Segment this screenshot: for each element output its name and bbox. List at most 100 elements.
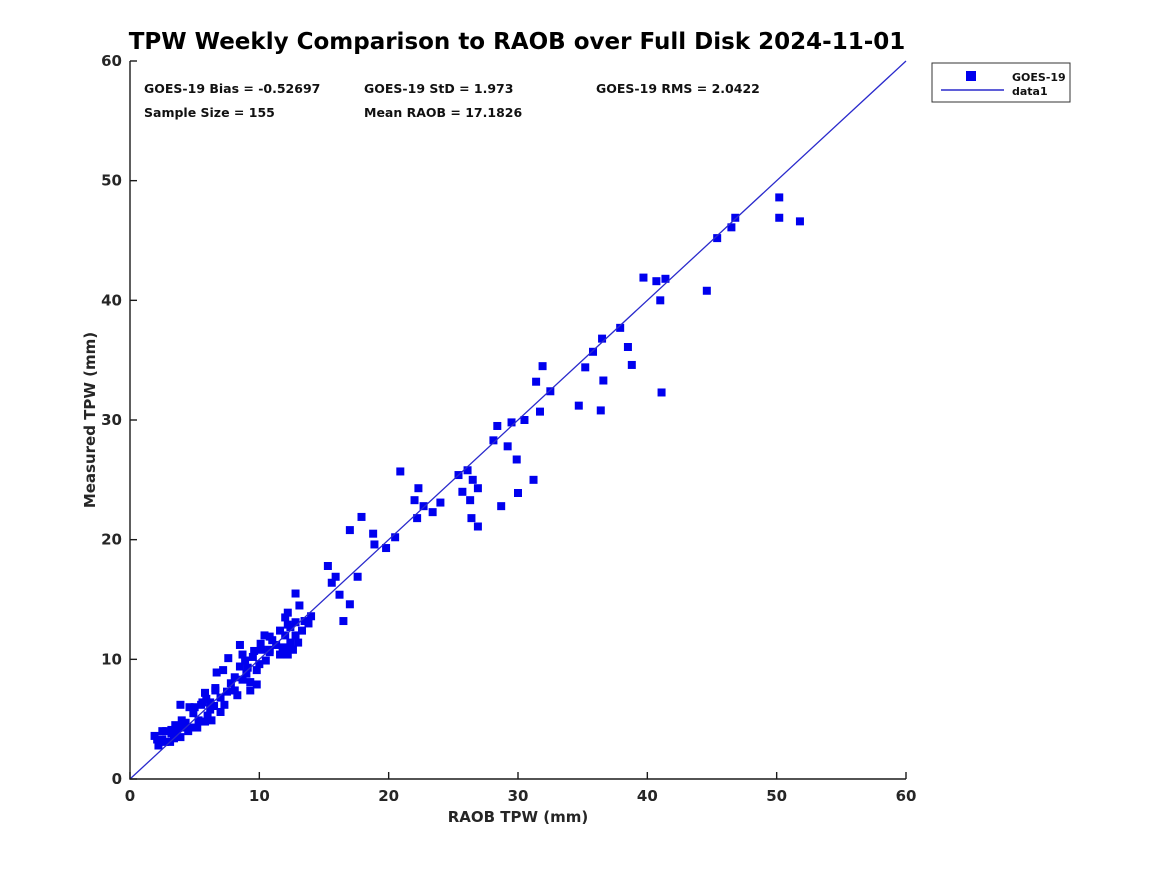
scatter-point <box>223 687 231 696</box>
legend-label-goes19: GOES-19 <box>1012 71 1066 84</box>
stat-sample-size: Sample Size = 155 <box>144 105 275 120</box>
scatter-point <box>463 466 472 475</box>
axes-layer: 0 10 20 30 40 50 60 0 10 20 30 40 50 60 <box>101 52 916 805</box>
scatter-point <box>396 467 405 476</box>
scatter-point <box>246 686 255 695</box>
scatter-point <box>473 484 482 493</box>
scatter-point <box>246 678 255 687</box>
scatter-point <box>298 626 307 635</box>
scatter-point <box>158 727 167 736</box>
scatter-point <box>656 296 665 305</box>
stat-bias: GOES-19 Bias = -0.52697 <box>144 81 320 96</box>
scatter-point <box>242 669 251 678</box>
y-tick-label: 60 <box>101 52 122 70</box>
scatter-point <box>370 540 379 549</box>
scatter-point <box>185 723 194 732</box>
legend-box <box>931 62 1071 103</box>
scatter-point <box>241 656 250 665</box>
scatter-point <box>458 487 467 496</box>
scatter-point <box>339 617 348 626</box>
scatter-point <box>201 688 210 697</box>
legend: GOES-19 data1 <box>931 62 1071 103</box>
axis-spines <box>129 61 906 780</box>
scatter-point <box>357 512 366 521</box>
scatter-point <box>616 323 625 332</box>
y-tick-label: 10 <box>101 650 122 668</box>
scatter-point <box>335 590 344 599</box>
scatter-point <box>497 502 506 511</box>
scatter-point <box>581 363 590 372</box>
scatter-point <box>283 620 292 629</box>
scatter-point <box>307 612 316 621</box>
scatter-point <box>248 652 257 661</box>
scatter-point <box>203 711 212 720</box>
scatter-point <box>775 193 784 202</box>
identity-line <box>129 60 907 780</box>
scatter-point <box>219 666 228 675</box>
scatter-point <box>255 660 264 669</box>
scatter-point <box>414 484 423 493</box>
scatter-point <box>233 691 242 700</box>
scatter-point <box>294 638 303 647</box>
scatter-point <box>775 213 784 222</box>
scatter-point <box>158 735 167 744</box>
scatter-point <box>265 648 274 657</box>
scatter-point <box>154 741 163 750</box>
scatter-point <box>520 416 529 424</box>
scatter-point <box>795 217 804 226</box>
y-tick-label: 30 <box>101 411 122 429</box>
scatter-point <box>532 377 541 386</box>
scatter-point <box>179 723 188 732</box>
scatter-point <box>489 436 498 445</box>
scatter-point <box>503 442 512 451</box>
x-tick-label: 40 <box>637 787 658 805</box>
scatter-point <box>428 508 437 517</box>
scatter-point <box>252 666 261 675</box>
scatter-point <box>493 421 502 430</box>
scatter-point <box>276 626 285 635</box>
scatter-point <box>230 673 239 682</box>
x-tick-label: 20 <box>378 787 399 805</box>
scatter-point <box>235 640 244 649</box>
scatter-point <box>167 729 176 738</box>
scatter-point <box>596 406 605 415</box>
scatter-point <box>226 679 235 688</box>
scatter-point <box>216 707 225 716</box>
scatter-point <box>185 703 194 712</box>
scatter-point <box>288 645 297 654</box>
scatter-point <box>467 514 476 523</box>
scatter-point <box>657 388 666 397</box>
scatter-point <box>589 347 598 356</box>
scatter-point <box>410 496 419 505</box>
scatter-point <box>238 650 247 659</box>
scatter-point <box>197 700 206 709</box>
scatter-point <box>150 731 159 740</box>
scatter-point <box>207 716 216 725</box>
legend-label-data1: data1 <box>1012 85 1048 98</box>
scatter-point <box>286 638 295 647</box>
y-tick-label: 50 <box>101 172 122 190</box>
scatter-point <box>512 455 521 464</box>
x-tick-label: 30 <box>508 787 529 805</box>
scatter-point <box>291 589 300 598</box>
x-tick-label: 60 <box>896 787 917 805</box>
y-tick-label: 0 <box>112 770 122 788</box>
scatter-point <box>419 502 428 511</box>
scatter-point <box>190 703 199 712</box>
scatter-point <box>652 277 661 286</box>
scatter-point <box>713 234 722 243</box>
scatter-point <box>731 213 740 222</box>
scatter-point <box>599 376 608 385</box>
scatter-point <box>257 645 266 654</box>
scatter-point <box>171 721 180 730</box>
scatter-point <box>291 618 300 627</box>
scatter-point <box>193 723 202 732</box>
scatter-point <box>230 686 239 695</box>
scatter-point <box>529 475 538 484</box>
scatter-point <box>331 572 340 581</box>
scatter-point <box>514 488 522 497</box>
scatter-point <box>176 700 185 709</box>
scatter-point <box>702 286 711 295</box>
scatter-point <box>291 631 300 640</box>
